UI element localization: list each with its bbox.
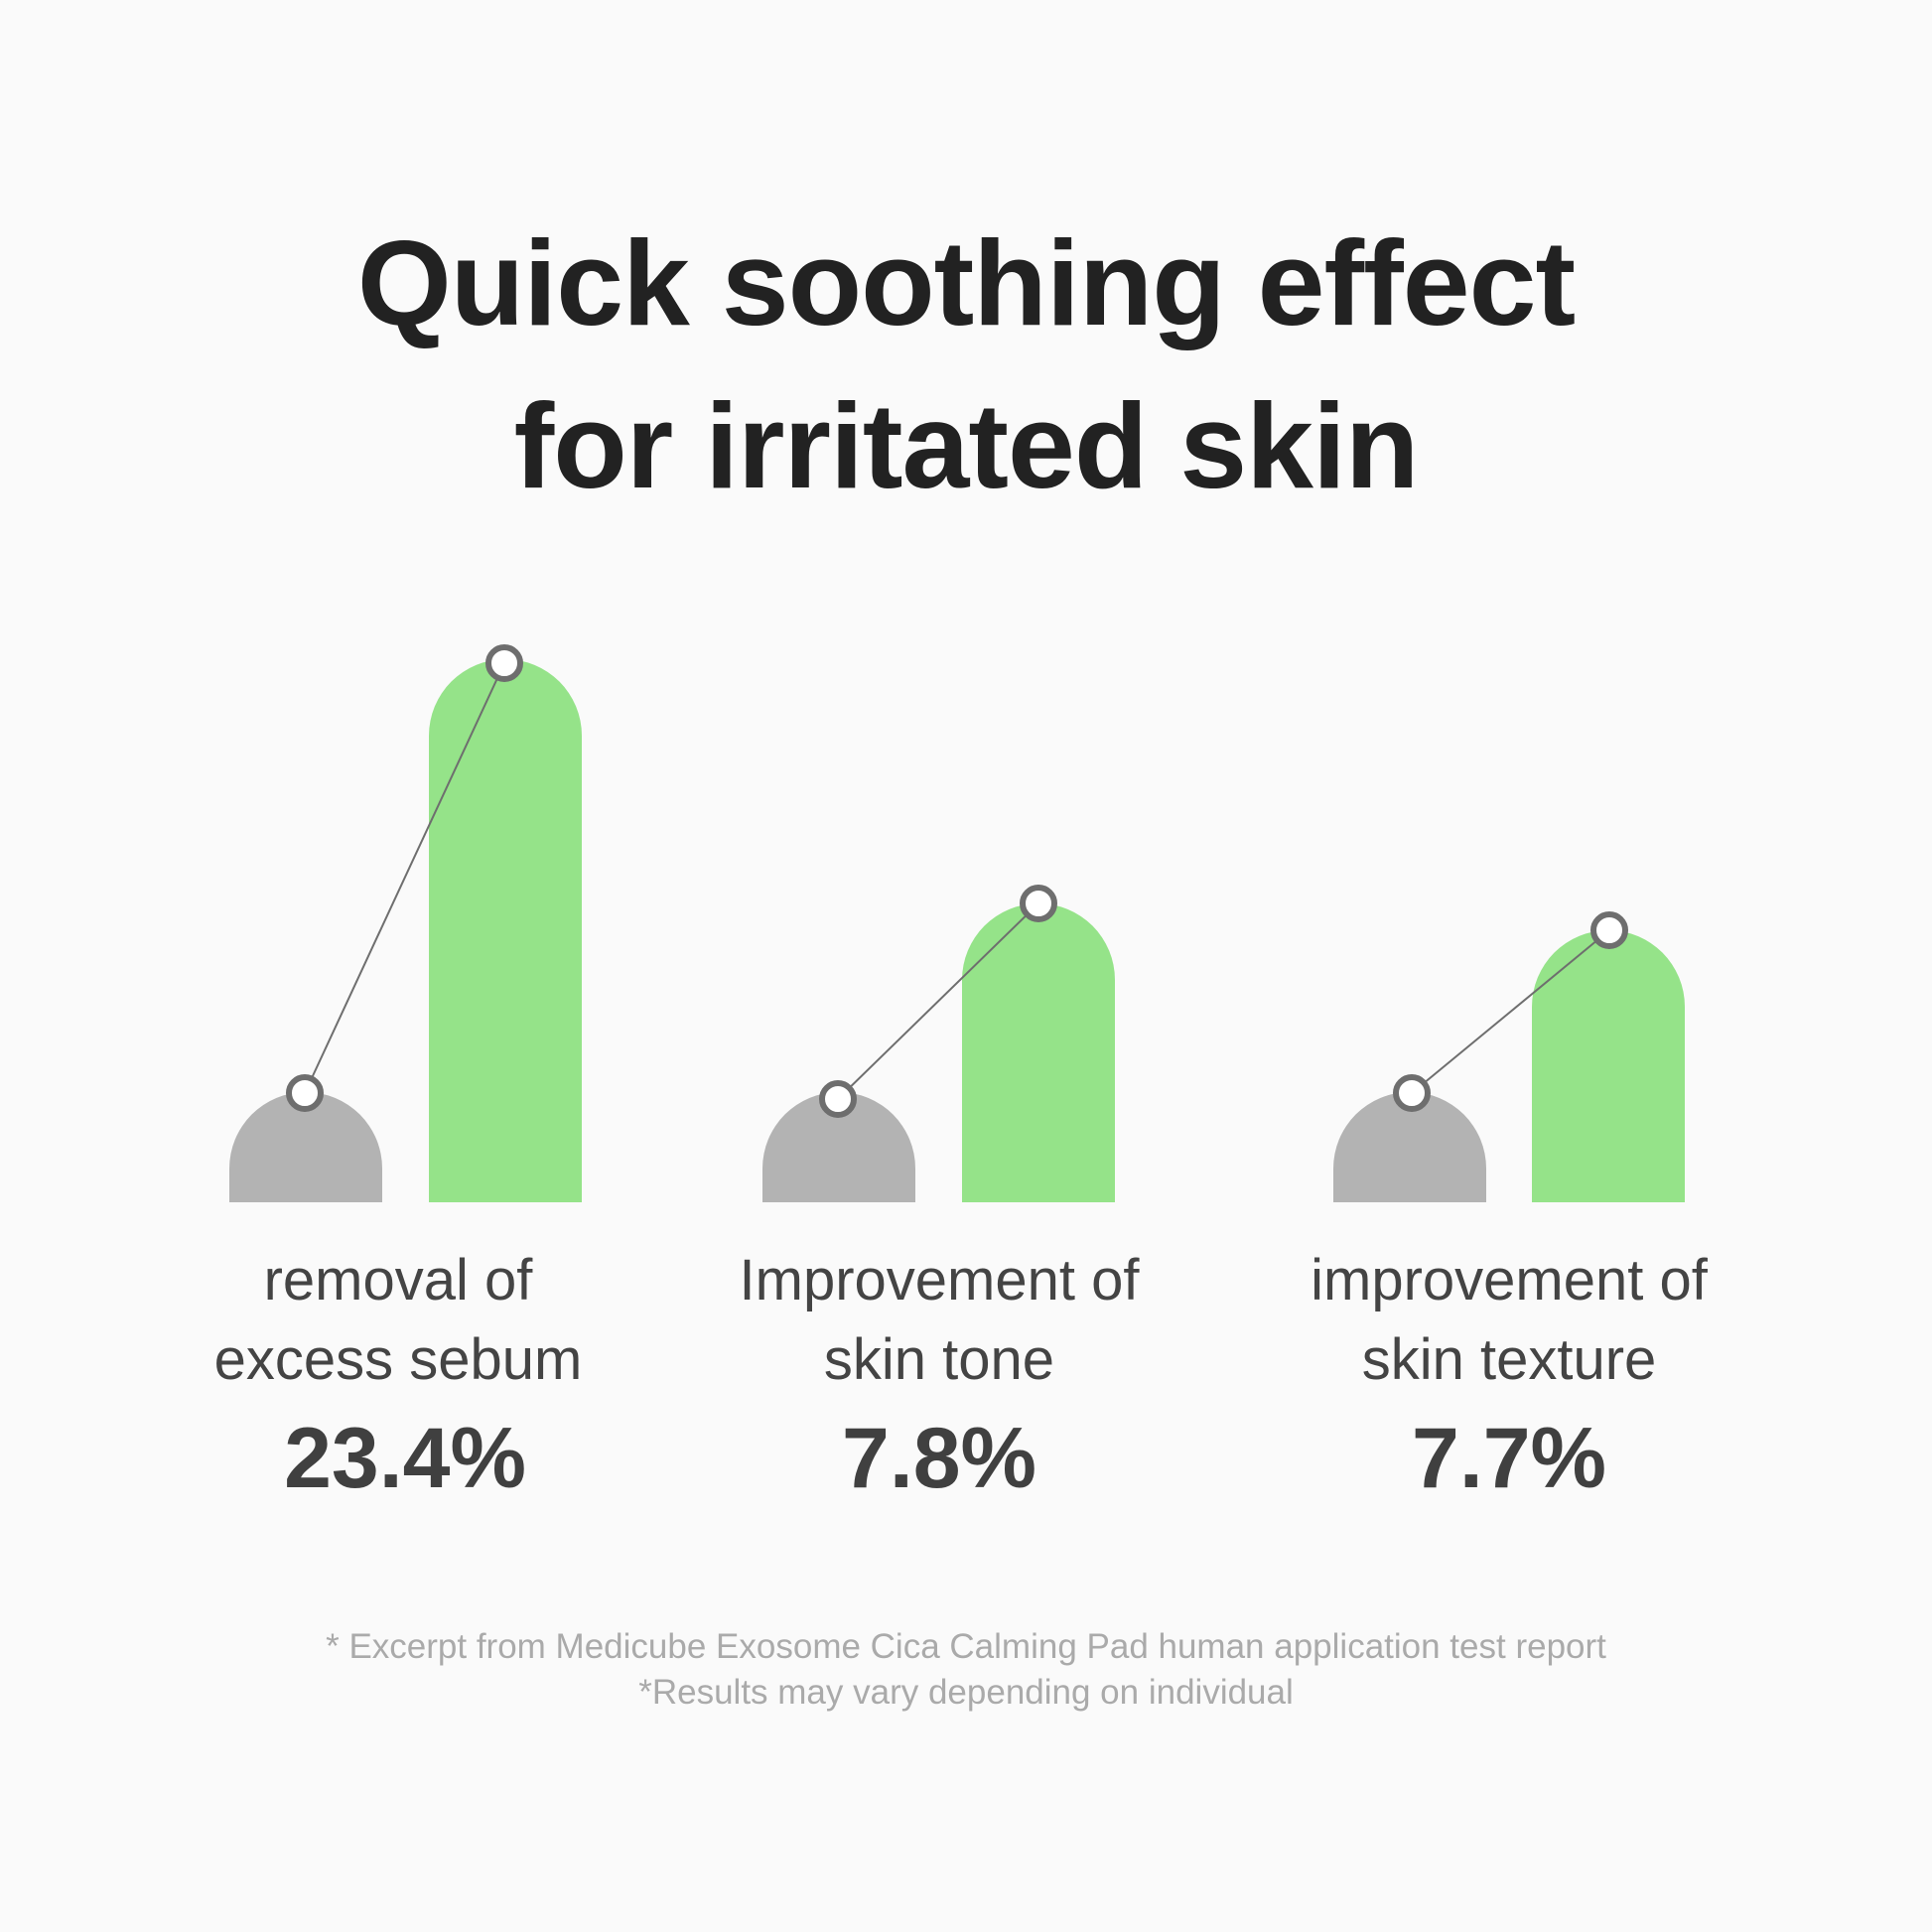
category-label-1: removal of excess sebum <box>213 1248 583 1392</box>
before-marker-2 <box>819 1080 857 1118</box>
before-bar-3 <box>1333 1092 1486 1202</box>
after-marker-1 <box>485 644 523 682</box>
trend-line-1 <box>304 662 505 1094</box>
after-bar-3 <box>1532 930 1685 1202</box>
before-bar-2 <box>762 1092 915 1202</box>
footnote-source: * Excerpt from Medicube Exosome Cica Cal… <box>326 1627 1606 1666</box>
footnotes: * Excerpt from Medicube Exosome Cica Cal… <box>0 1624 1932 1716</box>
category-label-2: Improvement of skin tone <box>739 1248 1140 1392</box>
footnote-disclaimer: *Results may vary depending on individua… <box>638 1673 1294 1712</box>
category-label-3: improvement of skin texture <box>1311 1248 1708 1392</box>
value-label-2: 7.8% <box>841 1411 1037 1506</box>
title-line-1: Quick soothing effect <box>356 215 1576 350</box>
trend-line-2 <box>837 902 1039 1100</box>
after-bar-1 <box>429 659 582 1202</box>
value-label-3: 7.7% <box>1411 1411 1607 1506</box>
after-marker-2 <box>1020 885 1057 922</box>
trend-line-3 <box>1411 929 1610 1094</box>
chart-title: Quick soothing effect for irritated skin <box>0 202 1932 527</box>
value-label-1: 23.4% <box>284 1411 526 1506</box>
after-bar-2 <box>962 903 1115 1202</box>
before-marker-1 <box>286 1074 324 1112</box>
after-marker-3 <box>1590 911 1628 949</box>
before-bar-1 <box>229 1092 382 1202</box>
title-line-2: for irritated skin <box>513 378 1420 513</box>
before-marker-3 <box>1393 1074 1431 1112</box>
